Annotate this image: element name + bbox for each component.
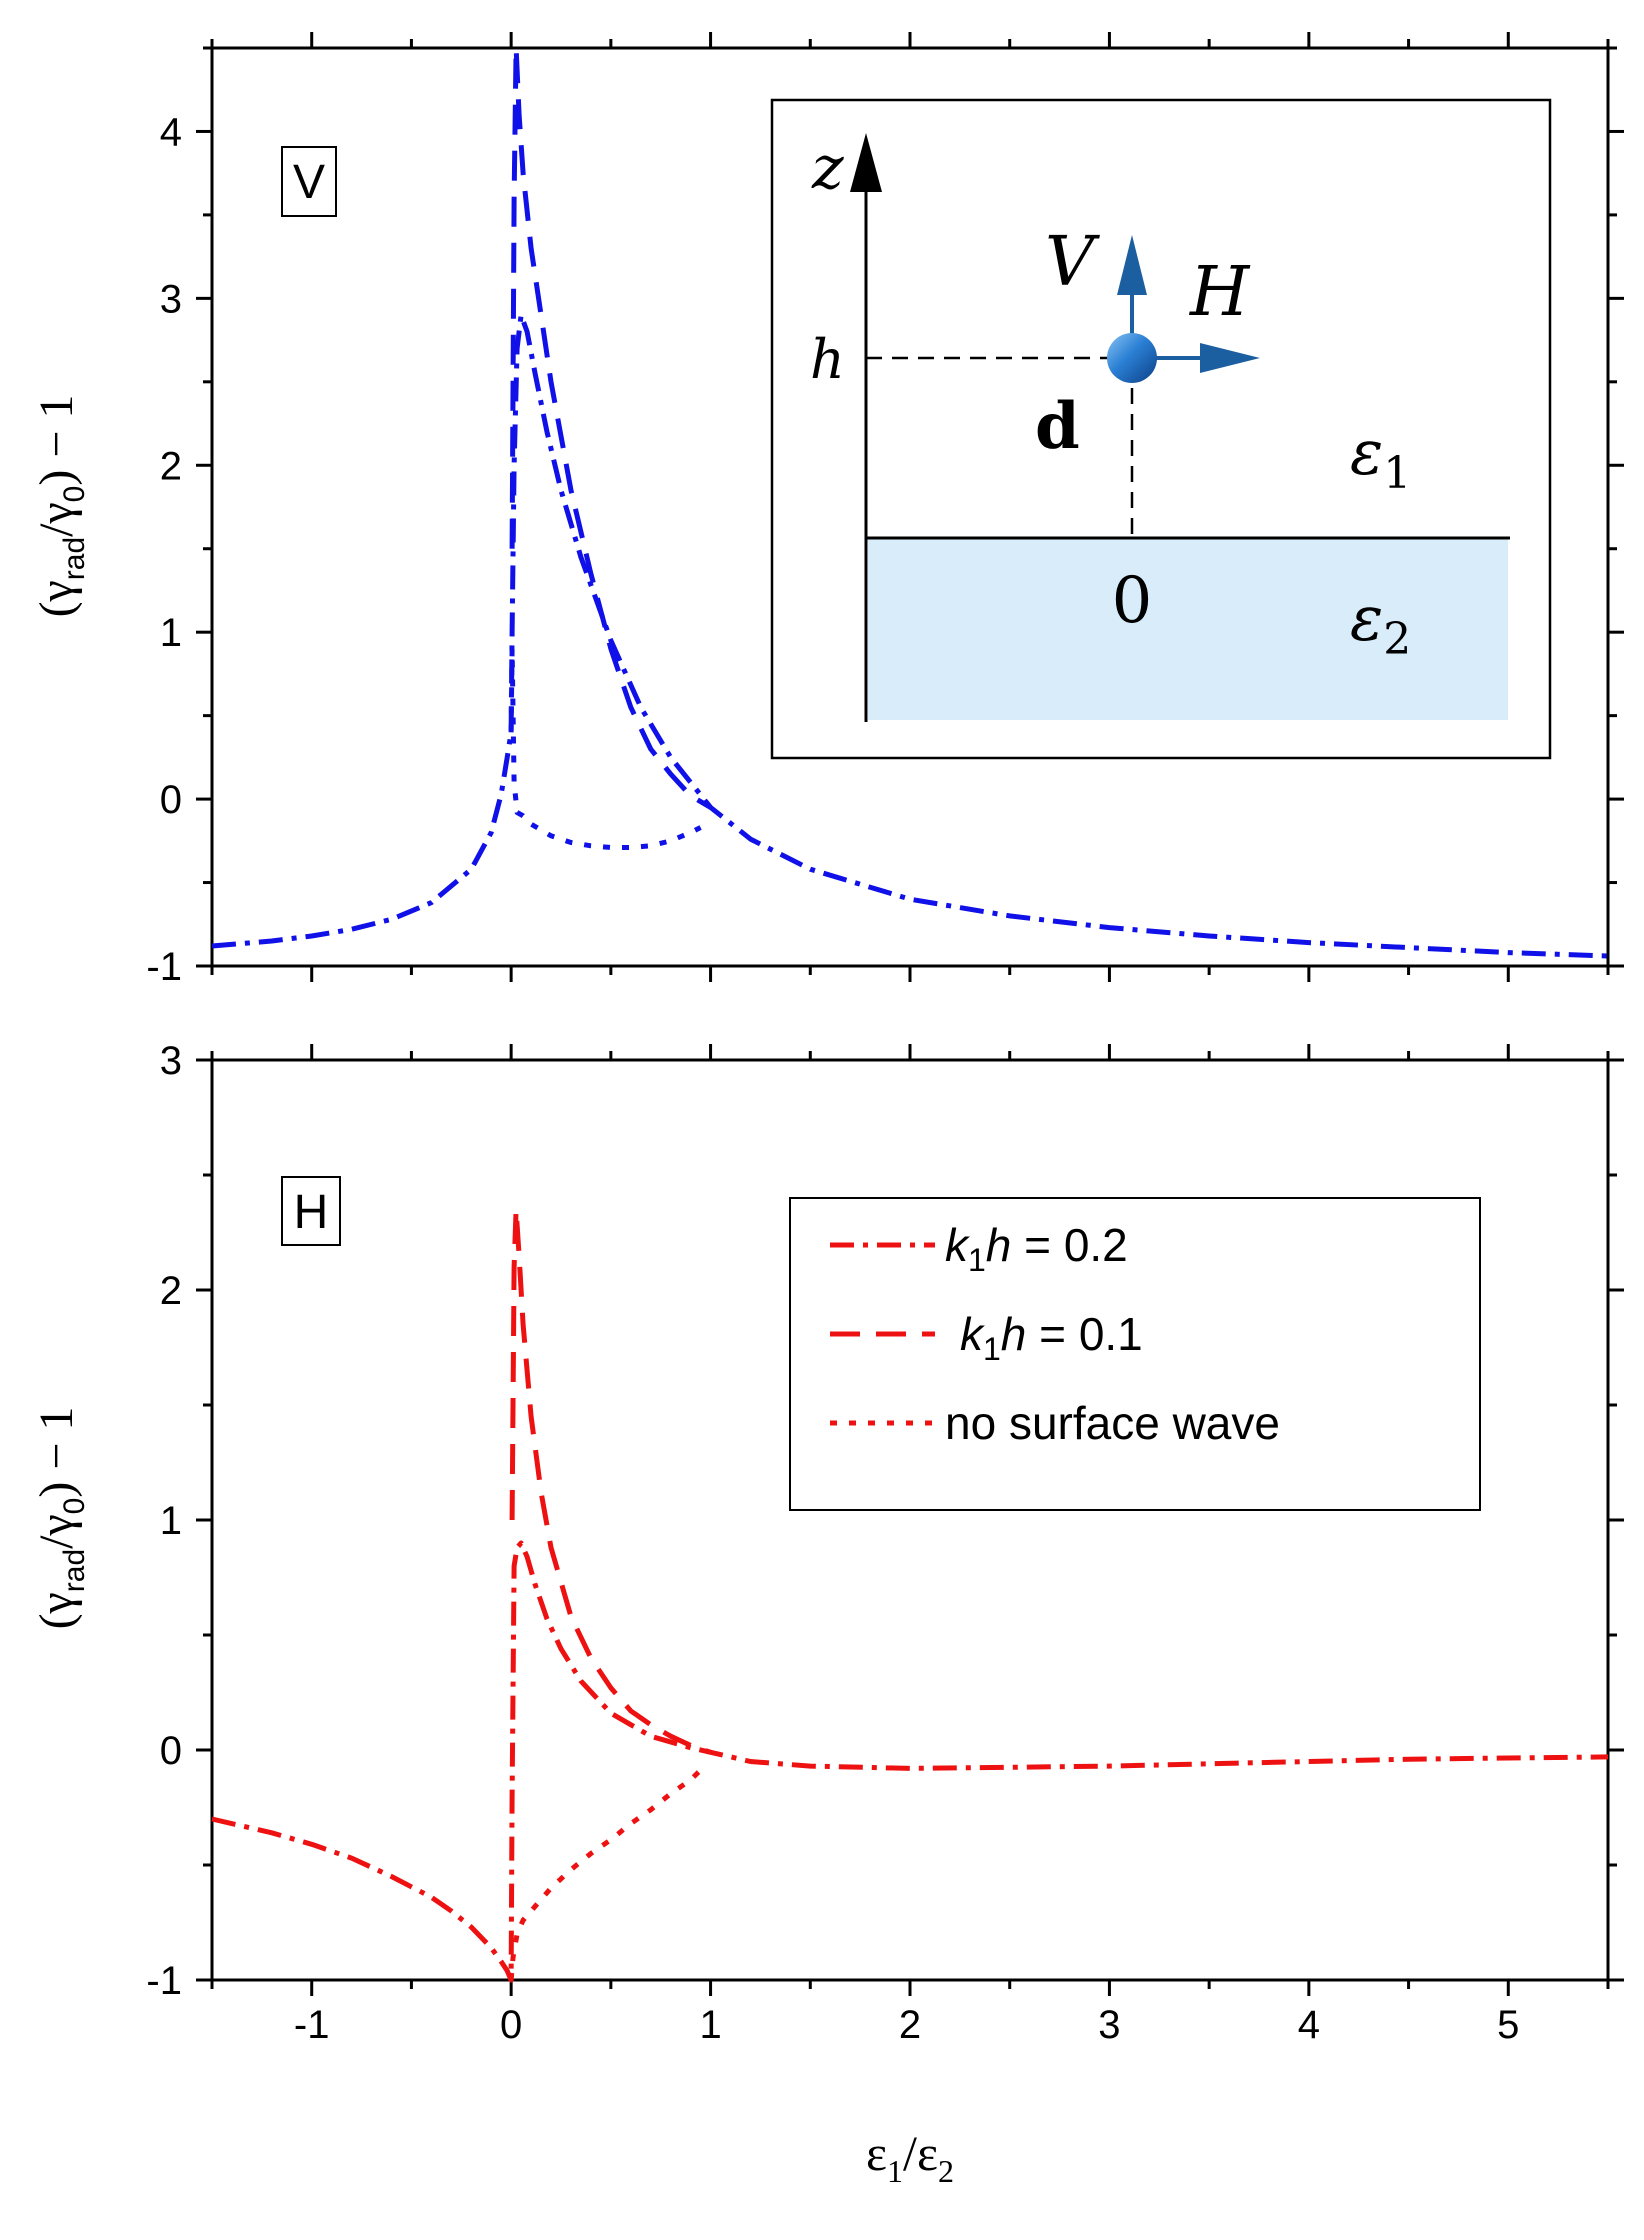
inset-zero-label: 0 <box>1112 564 1153 638</box>
top-y-tick-label: 2 <box>160 444 182 488</box>
bottom-x-tick-label: -1 <box>294 2003 330 2047</box>
inset-h-arrowhead <box>1200 343 1260 373</box>
x-axis-label: ε1/ε2 <box>866 2125 954 2189</box>
inset-dipole-sphere <box>1107 333 1157 383</box>
bottom-x-tick-label: 1 <box>699 2003 721 2047</box>
inset-medium-2-region <box>868 538 1508 720</box>
bottom-y-axis-label: (γrad/γ0) − 1 <box>30 1407 91 1630</box>
bottom-series-dot <box>508 1764 707 1981</box>
top-series-dot <box>508 646 702 850</box>
inset-v-arrowhead <box>1117 235 1147 295</box>
top-ticks: -1 0 1 2 3 4 <box>146 32 1624 989</box>
bottom-y-tick-label: -1 <box>146 1959 182 2003</box>
inset-epsilon-1-label: ε1 <box>1350 416 1411 499</box>
top-panel-tag: V <box>293 156 325 209</box>
bottom-y-tick-label: 0 <box>160 1729 182 1773</box>
bottom-x-tick-label: 3 <box>1098 2003 1120 2047</box>
bottom-x-tick-label: 2 <box>899 2003 921 2047</box>
top-series-dash <box>509 45 712 810</box>
inset-h-arrow-label: H <box>1188 253 1251 332</box>
inset-v-label: V <box>1045 223 1100 302</box>
inset-dipole-vector-label: d <box>1035 389 1080 464</box>
top-y-tick-label: -1 <box>146 945 182 989</box>
bottom-panel-tag-box <box>281 1176 341 1246</box>
inset-epsilon-2-label: ε2 <box>1350 582 1411 665</box>
bottom-x-tick-label: 4 <box>1298 2003 1320 2047</box>
top-y-tick-label: 0 <box>160 778 182 822</box>
bottom-panel-tag: H <box>294 1186 329 1239</box>
bottom-series <box>211 1207 1609 1983</box>
inset-z-label: z <box>811 133 844 203</box>
legend-box <box>789 1197 1481 1511</box>
inset-z-arrowhead <box>850 133 882 192</box>
top-series <box>211 45 1609 959</box>
bottom-y-tick-label: 3 <box>160 1039 182 1083</box>
legend-label-no-surface-wave: no surface wave <box>945 1397 1280 1449</box>
bottom-panel: -1 0 1 2 3 -1 0 1 2 3 4 5 H (γrad/γ0) − 1 k1h = 0.2… <box>30 1039 1624 2189</box>
bottom-x-tick-label: 0 <box>500 2003 522 2047</box>
bottom-x-tick-label: 5 <box>1497 2003 1519 2047</box>
bottom-series-dash <box>509 1207 712 1755</box>
top-y-tick-label: 4 <box>160 110 182 154</box>
top-y-tick-label: 1 <box>160 611 182 655</box>
top-y-tick-label: 3 <box>160 277 182 321</box>
legend-label-k1h-0-1: k1h = 0.1 <box>960 1308 1143 1367</box>
legend: k1h = 0.2 k1h = 0.1 no surface wave <box>789 1197 1481 1511</box>
legend-label-k1h-0-2: k1h = 0.2 <box>945 1219 1128 1278</box>
top-series-dashdot <box>211 312 1609 959</box>
bottom-ticks: -1 0 1 2 3 -1 0 1 2 3 4 5 <box>146 1039 1624 2047</box>
inset-diagram: z h d V H 0 ε1 ε2 <box>770 98 1552 760</box>
bottom-series-dashdot <box>211 1540 1609 1983</box>
top-panel: -1 0 1 2 3 4 V (γrad/γ0) − 1 z h d V H <box>30 32 1624 989</box>
top-panel-tag-box <box>281 146 337 217</box>
inset-h-level-label: h <box>810 328 845 391</box>
top-y-axis-label: (γrad/γ0) − 1 <box>30 395 91 618</box>
bottom-y-tick-label: 1 <box>160 1499 182 1543</box>
bottom-y-tick-label: 2 <box>160 1269 182 1313</box>
